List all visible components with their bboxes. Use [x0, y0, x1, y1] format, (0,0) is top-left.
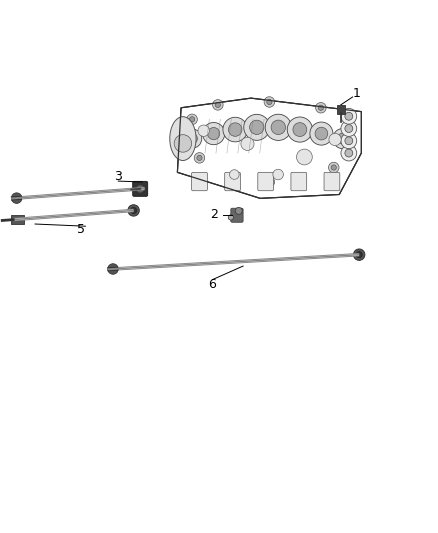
Circle shape	[215, 102, 220, 108]
Circle shape	[174, 135, 192, 152]
Circle shape	[137, 185, 144, 192]
Circle shape	[190, 117, 195, 122]
Text: 3: 3	[114, 170, 122, 183]
Circle shape	[187, 114, 198, 125]
Polygon shape	[177, 98, 361, 198]
Circle shape	[265, 114, 291, 140]
Circle shape	[194, 152, 205, 163]
Circle shape	[297, 149, 312, 165]
Circle shape	[356, 252, 362, 258]
Circle shape	[273, 169, 283, 180]
Circle shape	[230, 169, 239, 179]
Circle shape	[345, 149, 353, 157]
Circle shape	[341, 108, 357, 124]
Circle shape	[208, 127, 220, 140]
Circle shape	[353, 249, 365, 260]
Circle shape	[128, 205, 139, 216]
Circle shape	[11, 193, 22, 204]
Circle shape	[264, 96, 275, 107]
Circle shape	[187, 133, 198, 144]
Text: 1: 1	[353, 87, 361, 100]
Circle shape	[293, 123, 307, 136]
Circle shape	[341, 145, 357, 161]
Text: 2: 2	[210, 208, 218, 221]
Circle shape	[228, 215, 233, 220]
FancyBboxPatch shape	[11, 215, 24, 224]
Circle shape	[329, 133, 341, 146]
Circle shape	[131, 207, 137, 214]
Circle shape	[333, 128, 353, 149]
Circle shape	[348, 115, 353, 120]
Circle shape	[267, 179, 272, 184]
Circle shape	[337, 133, 349, 144]
Circle shape	[202, 123, 225, 144]
Circle shape	[341, 120, 357, 136]
Circle shape	[223, 117, 247, 142]
FancyBboxPatch shape	[191, 172, 207, 191]
Circle shape	[315, 127, 328, 140]
Circle shape	[241, 138, 254, 150]
Ellipse shape	[170, 117, 196, 160]
FancyBboxPatch shape	[337, 105, 345, 114]
Circle shape	[345, 112, 356, 123]
Circle shape	[345, 112, 353, 120]
Circle shape	[108, 264, 118, 274]
Circle shape	[250, 120, 264, 134]
Circle shape	[328, 162, 339, 173]
FancyBboxPatch shape	[291, 172, 307, 191]
Circle shape	[264, 177, 275, 187]
FancyBboxPatch shape	[258, 172, 274, 191]
FancyBboxPatch shape	[225, 172, 240, 191]
Circle shape	[310, 122, 333, 145]
Text: 5: 5	[77, 223, 85, 236]
Circle shape	[212, 100, 223, 110]
Circle shape	[244, 115, 270, 140]
FancyBboxPatch shape	[133, 181, 148, 196]
Circle shape	[229, 123, 242, 136]
Circle shape	[197, 155, 202, 160]
Circle shape	[345, 125, 353, 133]
Circle shape	[235, 207, 242, 214]
Circle shape	[341, 133, 357, 149]
Circle shape	[267, 99, 272, 104]
Circle shape	[271, 120, 286, 134]
FancyBboxPatch shape	[231, 208, 243, 222]
Circle shape	[287, 117, 312, 142]
Circle shape	[345, 137, 353, 145]
Circle shape	[183, 129, 202, 148]
Circle shape	[331, 165, 336, 170]
Circle shape	[316, 102, 326, 113]
Circle shape	[318, 105, 324, 110]
Circle shape	[198, 125, 209, 136]
Text: 6: 6	[208, 278, 216, 290]
FancyBboxPatch shape	[324, 172, 340, 191]
